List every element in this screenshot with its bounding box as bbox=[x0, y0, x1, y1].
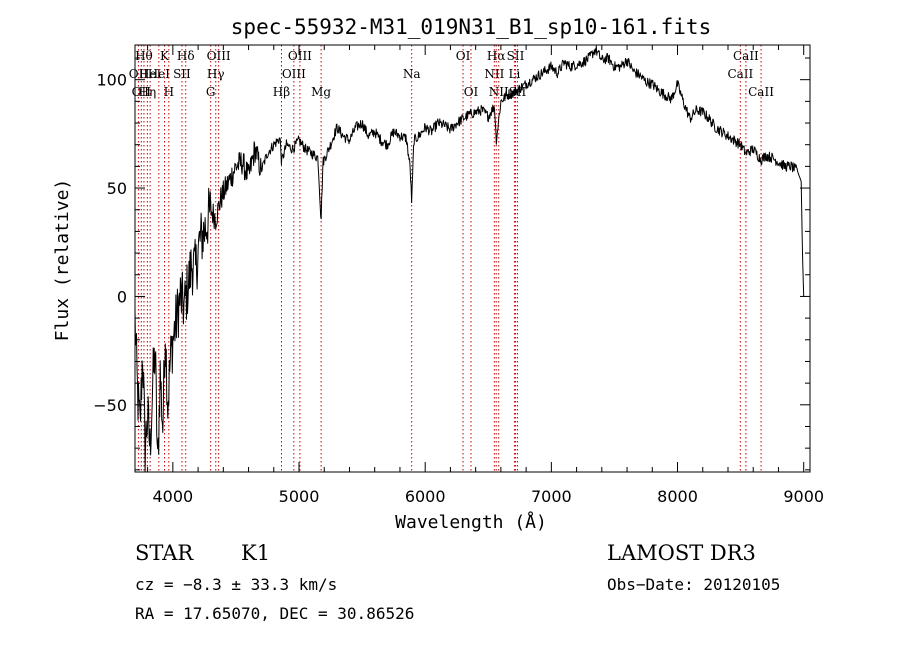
line-label: Hα bbox=[487, 49, 506, 63]
line-label: Hθ bbox=[135, 49, 153, 63]
line-label: OI bbox=[464, 85, 479, 99]
y-tick-label: 0 bbox=[117, 287, 127, 306]
ra-dec-coords: RA = 17.65070, DEC = 30.86526 bbox=[135, 604, 414, 623]
x-axis-label: Wavelength (Å) bbox=[395, 511, 547, 533]
redshift-cz: cz = −8.3 ± 33.3 km/s bbox=[135, 575, 337, 594]
x-tick-label: 7000 bbox=[531, 487, 572, 506]
line-label: Hβ bbox=[273, 85, 290, 99]
x-tick-label: 8000 bbox=[657, 487, 698, 506]
y-tick-label: 100 bbox=[96, 71, 127, 90]
x-tick-label: 4000 bbox=[152, 487, 193, 506]
line-label: H bbox=[164, 85, 174, 99]
line-label: SII bbox=[507, 49, 525, 63]
line-label: OIII bbox=[288, 49, 312, 63]
x-tick-label: 9000 bbox=[783, 487, 824, 506]
x-axis: 4000 5000 6000 7000 8000 9000 bbox=[147, 45, 824, 506]
x-tick-label: 6000 bbox=[405, 487, 446, 506]
spectrum-series bbox=[134, 45, 805, 473]
line-label: OIII bbox=[282, 67, 306, 81]
chart-title: spec-55932-M31_019N31_B1_sp10-161.fits bbox=[231, 15, 711, 39]
survey-name: LAMOST DR3 bbox=[607, 541, 756, 565]
line-label: NII bbox=[484, 67, 504, 81]
line-label: Hδ bbox=[177, 49, 195, 63]
line-label: G bbox=[206, 85, 216, 99]
line-label: HeI bbox=[148, 67, 171, 81]
y-tick-label: −50 bbox=[93, 396, 127, 415]
x-tick-label: 5000 bbox=[279, 487, 320, 506]
line-label: OI bbox=[456, 49, 471, 63]
line-label: K bbox=[160, 49, 170, 63]
obs-date: Obs−Date: 20120105 bbox=[607, 575, 780, 594]
line-label: CaII bbox=[727, 67, 753, 81]
y-tick-label: 50 bbox=[107, 179, 127, 198]
line-label: OII bbox=[132, 85, 152, 99]
star-subclass: K1 bbox=[241, 541, 270, 565]
y-axis-label: Flux (relative) bbox=[52, 179, 73, 342]
line-label: CaII bbox=[733, 49, 759, 63]
line-label: Hγ bbox=[207, 67, 225, 81]
star-class: STAR bbox=[135, 541, 194, 565]
line-label: Na bbox=[403, 67, 421, 81]
plot-frame bbox=[134, 44, 811, 473]
line-label: OIII bbox=[207, 49, 231, 63]
y-axis: −50 0 50 100 bbox=[93, 57, 810, 471]
line-label: HeI bbox=[139, 67, 162, 81]
line-label: Mg bbox=[311, 85, 331, 99]
line-label: OII bbox=[129, 67, 149, 81]
spectrum-line bbox=[134, 45, 805, 473]
line-label: CaII bbox=[748, 85, 774, 99]
line-label: Hη bbox=[139, 85, 157, 99]
line-label: SII bbox=[173, 67, 191, 81]
line-label: Li bbox=[508, 67, 520, 81]
